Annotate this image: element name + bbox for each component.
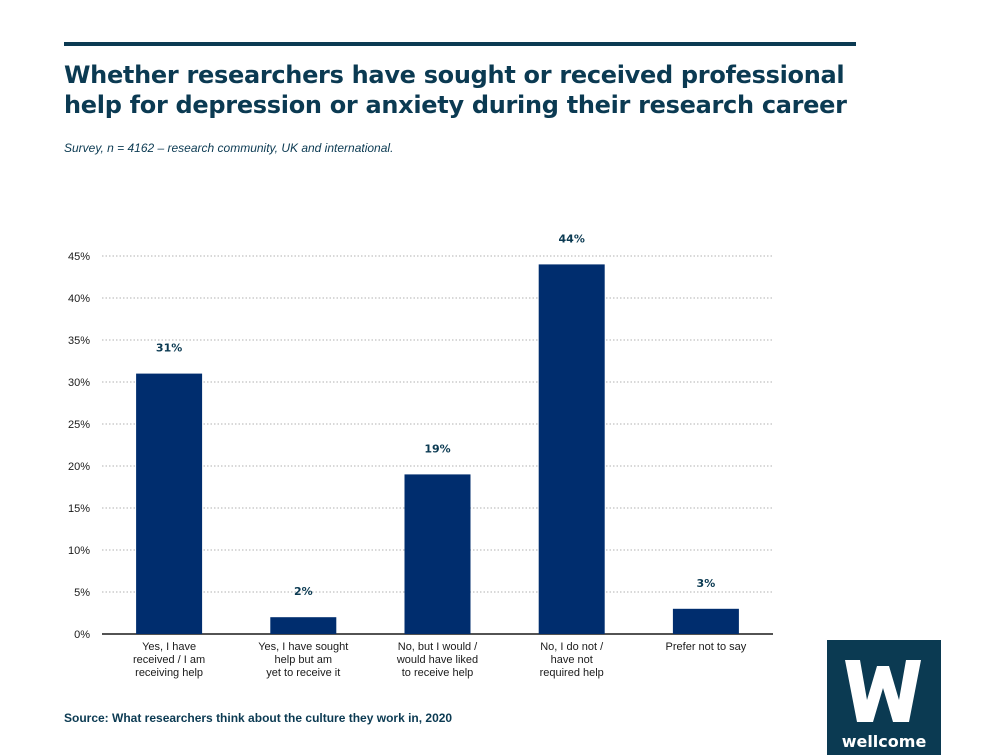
data-label: 19% (424, 442, 450, 455)
bar (538, 264, 605, 634)
category-label: No, I do not / (540, 641, 604, 653)
bar (672, 608, 739, 634)
category-label: received / I am (133, 654, 205, 666)
category-label: help but am (275, 654, 332, 666)
y-tick-label: 20% (68, 461, 90, 473)
y-tick-label: 10% (68, 545, 90, 557)
y-tick-label: 5% (74, 587, 90, 599)
y-tick-label: 40% (68, 293, 90, 305)
y-tick-label: 25% (68, 419, 90, 431)
wellcome-w-icon (845, 660, 921, 722)
category-label: Yes, I have (142, 641, 196, 653)
data-label: 31% (156, 342, 182, 355)
category-label: required help (540, 667, 604, 679)
category-label: have not (551, 654, 593, 666)
category-label: to receive help (402, 667, 474, 679)
category-label: Yes, I have sought (258, 641, 348, 653)
wellcome-logo: wellcome (827, 640, 941, 755)
chart-title: Whether researchers have sought or recei… (64, 61, 847, 119)
category-label: Prefer not to say (666, 641, 747, 653)
y-tick-label: 0% (74, 629, 90, 641)
category-label: receiving help (135, 667, 203, 679)
y-tick-label: 30% (68, 377, 90, 389)
data-label: 2% (294, 585, 313, 598)
y-tick-label: 35% (68, 335, 90, 347)
category-label: would have liked (396, 654, 478, 666)
top-rule (64, 42, 856, 46)
bar-chart: 0% 5% 10% 15% 20% 25% 30% 35% 40% 45% 31% Yes, I ha… (68, 232, 773, 679)
bar (136, 373, 203, 634)
y-tick-label: 15% (68, 503, 90, 515)
data-label: 44% (559, 232, 585, 245)
source-note: Source: What researchers think about the… (64, 711, 453, 725)
category-label: No, but I would / (398, 641, 478, 653)
bar (404, 474, 471, 634)
category-label: yet to receive it (266, 667, 340, 679)
data-label: 3% (697, 577, 716, 590)
bar (270, 617, 337, 634)
chart-subtitle: Survey, n = 4162 – research community, U… (64, 141, 394, 155)
wellcome-wordmark: wellcome (841, 732, 927, 751)
y-tick-label: 45% (68, 251, 90, 263)
